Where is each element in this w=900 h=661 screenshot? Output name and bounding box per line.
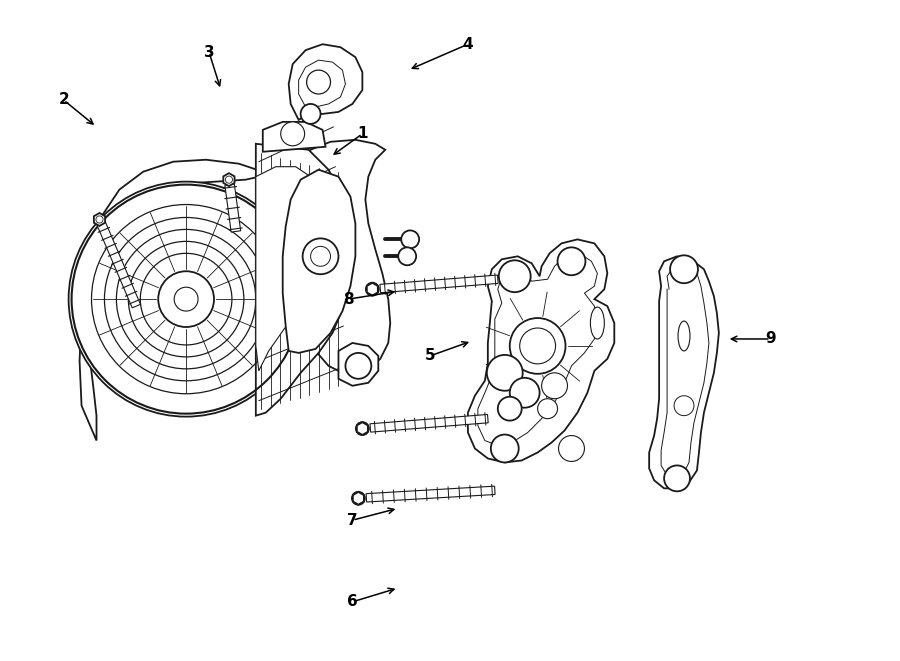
- Ellipse shape: [590, 307, 604, 339]
- Circle shape: [346, 353, 372, 379]
- Polygon shape: [79, 140, 391, 440]
- Circle shape: [674, 396, 694, 416]
- Polygon shape: [225, 184, 240, 232]
- Circle shape: [352, 492, 365, 505]
- Circle shape: [491, 434, 518, 463]
- Polygon shape: [223, 173, 235, 186]
- Polygon shape: [380, 275, 498, 293]
- Polygon shape: [97, 221, 140, 308]
- Circle shape: [356, 422, 369, 435]
- Circle shape: [509, 318, 565, 374]
- Text: 6: 6: [347, 594, 358, 609]
- Polygon shape: [338, 343, 378, 386]
- Text: 2: 2: [58, 93, 69, 108]
- Polygon shape: [289, 44, 363, 120]
- Circle shape: [398, 247, 416, 265]
- Circle shape: [670, 255, 698, 283]
- Circle shape: [559, 436, 584, 461]
- Text: 7: 7: [347, 513, 357, 527]
- Circle shape: [281, 122, 304, 146]
- Text: 9: 9: [765, 331, 776, 346]
- Circle shape: [68, 182, 303, 416]
- Circle shape: [401, 231, 419, 249]
- Polygon shape: [367, 283, 378, 295]
- Circle shape: [537, 399, 557, 418]
- Text: 8: 8: [343, 292, 354, 307]
- Circle shape: [158, 271, 214, 327]
- Circle shape: [499, 260, 531, 292]
- Circle shape: [557, 247, 585, 275]
- Circle shape: [509, 378, 540, 408]
- Polygon shape: [256, 144, 350, 416]
- Text: 4: 4: [463, 37, 473, 52]
- Circle shape: [542, 373, 568, 399]
- Circle shape: [310, 247, 330, 266]
- Polygon shape: [357, 422, 368, 435]
- Circle shape: [487, 355, 523, 391]
- Polygon shape: [370, 414, 488, 432]
- Polygon shape: [94, 213, 105, 226]
- Circle shape: [519, 328, 555, 364]
- Polygon shape: [283, 170, 356, 353]
- Polygon shape: [353, 492, 364, 504]
- Text: 3: 3: [203, 45, 214, 59]
- Polygon shape: [366, 486, 495, 502]
- Polygon shape: [256, 167, 322, 371]
- Text: 1: 1: [357, 126, 367, 141]
- Ellipse shape: [678, 321, 690, 351]
- Circle shape: [366, 283, 379, 295]
- Text: 5: 5: [425, 348, 436, 364]
- Circle shape: [301, 104, 320, 124]
- Circle shape: [307, 70, 330, 94]
- Circle shape: [498, 397, 522, 420]
- Circle shape: [175, 287, 198, 311]
- Polygon shape: [649, 256, 719, 488]
- Polygon shape: [263, 122, 326, 152]
- Circle shape: [302, 239, 338, 274]
- Circle shape: [664, 465, 690, 491]
- Polygon shape: [468, 239, 615, 463]
